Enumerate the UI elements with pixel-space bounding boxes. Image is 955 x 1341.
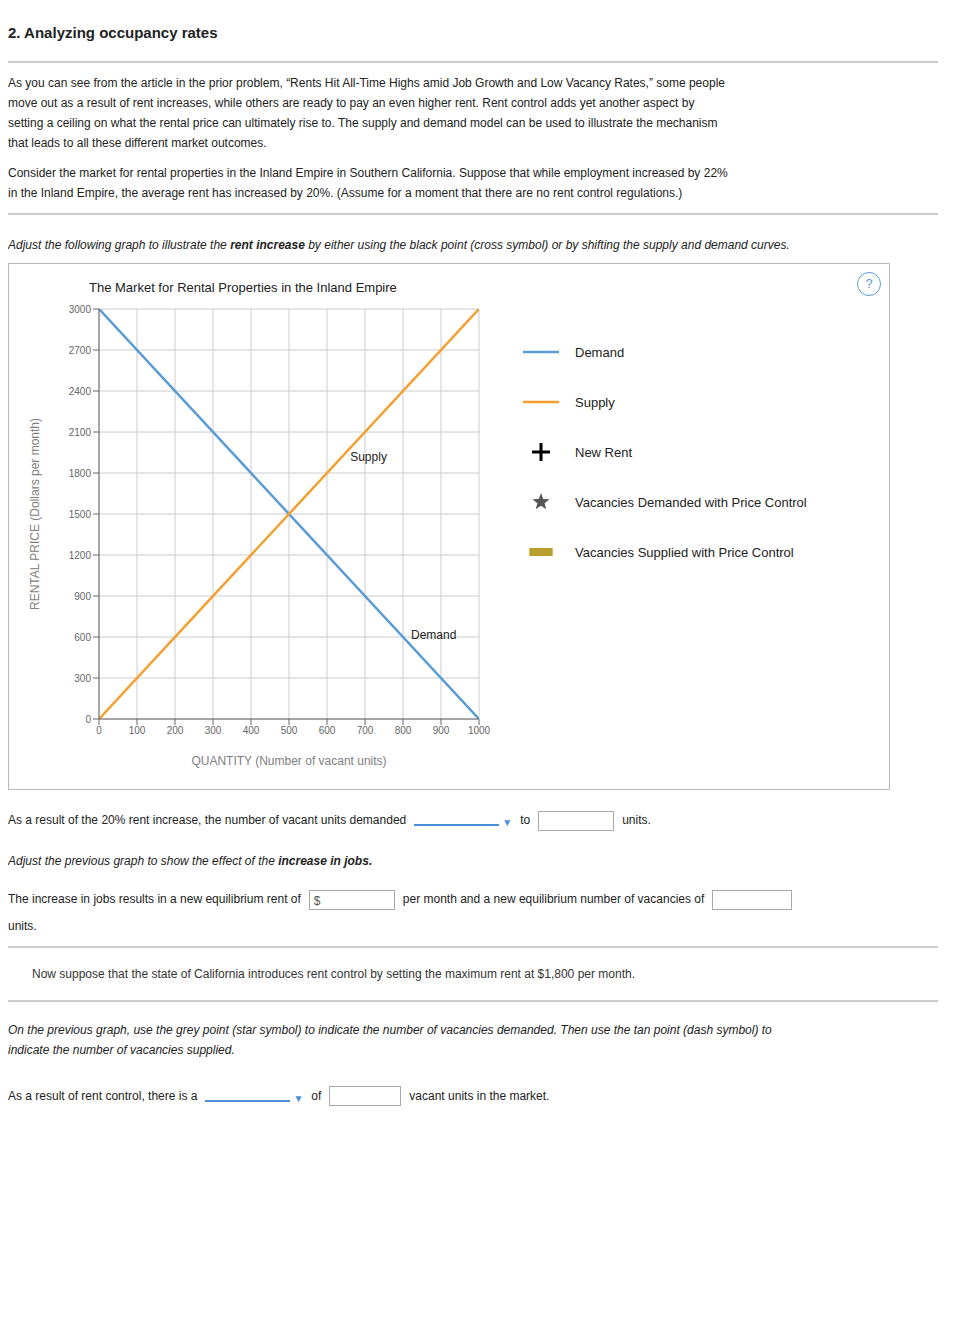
svg-text:200: 200 xyxy=(167,725,184,736)
html-text:Adjust the previous graph to s: Adjust the previous graph to show the ef… xyxy=(8,854,373,868)
svg-text:1000: 1000 xyxy=(468,725,491,736)
html-text:As a result of the 20% rent in: As a result of the 20% rent increase, th… xyxy=(8,812,407,827)
html-text:that leads to all these differ: that leads to all these different market… xyxy=(8,136,267,150)
svg-text:3000: 3000 xyxy=(69,304,92,315)
svg-text:1800: 1800 xyxy=(69,468,92,479)
html-text:As a result of rent control, t: As a result of rent control, there is a xyxy=(8,1088,198,1103)
html-text:vacant units in the market.: vacant units in the market. xyxy=(409,1088,550,1103)
html-text:Supply: Supply xyxy=(575,394,615,410)
html-text:On the previous graph, use the: On the previous graph, use the grey poin… xyxy=(8,1022,772,1037)
html-text:Demand: Demand xyxy=(575,344,625,360)
svg-text:2400: 2400 xyxy=(69,386,92,397)
html-text:setting a ceiling on what the: setting a ceiling on what the rental pri… xyxy=(8,116,718,130)
html-text:units.: units. xyxy=(8,918,37,933)
html-text:per month and a new equilibriu: per month and a new equilibrium number o… xyxy=(402,892,705,906)
svg-text:RENTAL PRICE (Dollars per mont: RENTAL PRICE (Dollars per month) xyxy=(28,418,42,610)
svg-text:2100: 2100 xyxy=(69,427,92,438)
svg-text:100: 100 xyxy=(129,725,146,736)
html-text:As you can see from the articl: As you can see from the article in the p… xyxy=(8,76,725,90)
svg-text:300: 300 xyxy=(205,725,222,736)
html-text:The Market for Rental Properti: The Market for Rental Properties in the … xyxy=(89,280,397,295)
svg-text:700: 700 xyxy=(357,725,374,736)
html-text:in the Inland Empire, the aver: in the Inland Empire, the average rent h… xyxy=(8,186,683,200)
html-text:units.: units. xyxy=(622,812,651,827)
html-text:Now suppose that the state of: Now suppose that the state of California… xyxy=(32,966,635,981)
svg-text:400: 400 xyxy=(243,725,260,736)
html-text:to: to xyxy=(520,812,531,827)
html-text:Adjust the following graph to: Adjust the following graph to illustrate… xyxy=(8,238,790,252)
html-text:New Rent: New Rent xyxy=(575,444,633,460)
svg-text:Supply: Supply xyxy=(350,450,387,464)
svg-text:300: 300 xyxy=(74,673,91,684)
svg-text:0: 0 xyxy=(96,725,102,736)
svg-text:1500: 1500 xyxy=(69,509,92,520)
svg-text:900: 900 xyxy=(74,591,91,602)
svg-text:500: 500 xyxy=(281,725,298,736)
svg-text:600: 600 xyxy=(74,632,91,643)
html-text:2. Analyzing occupancy rates: 2. Analyzing occupancy rates xyxy=(8,24,218,41)
svg-text:Demand: Demand xyxy=(411,628,456,642)
html-text:of: of xyxy=(311,1088,322,1103)
svg-text:0: 0 xyxy=(85,714,91,725)
html-text:Vacancies Demanded with Price: Vacancies Demanded with Price Control xyxy=(575,494,807,510)
html-text:The increase in jobs results i: The increase in jobs results in a new eq… xyxy=(8,892,301,906)
svg-text:QUANTITY (Number of vacant uni: QUANTITY (Number of vacant units) xyxy=(191,754,386,768)
html-text:Consider the market for rental: Consider the market for rental propertie… xyxy=(8,166,728,180)
svg-text:900: 900 xyxy=(433,725,450,736)
html-text:indicate the number of vacanci: indicate the number of vacancies supplie… xyxy=(8,1042,235,1057)
html-text:move out as a result of rent i: move out as a result of rent increases, … xyxy=(8,96,695,110)
svg-text:800: 800 xyxy=(395,725,412,736)
svg-text:1200: 1200 xyxy=(69,550,92,561)
svg-text:600: 600 xyxy=(319,725,336,736)
svg-text:2700: 2700 xyxy=(69,345,92,356)
html-text:Vacancies Supplied with Price: Vacancies Supplied with Price Control xyxy=(575,544,794,560)
